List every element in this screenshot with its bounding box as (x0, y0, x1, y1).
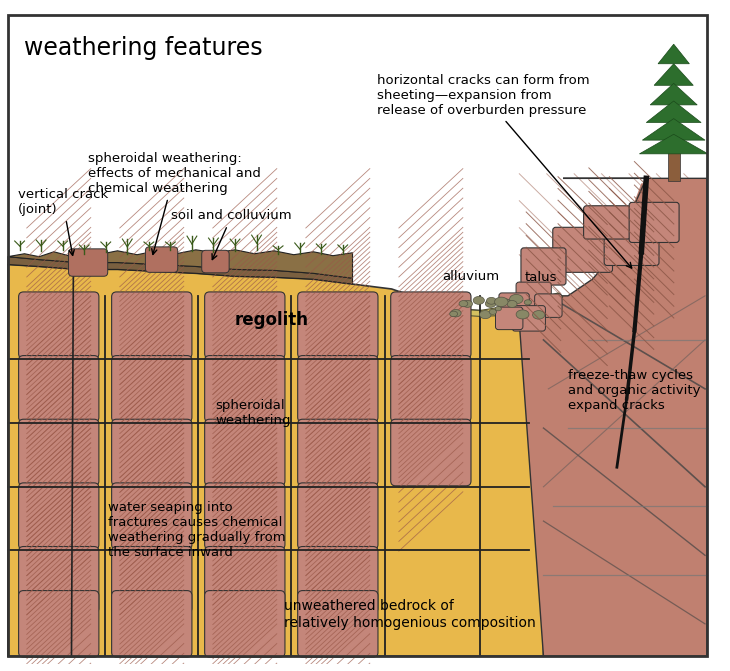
FancyBboxPatch shape (204, 292, 285, 358)
FancyBboxPatch shape (298, 590, 378, 657)
FancyBboxPatch shape (668, 144, 680, 181)
FancyBboxPatch shape (583, 206, 631, 239)
Text: soil and colluvium: soil and colluvium (172, 209, 292, 260)
Ellipse shape (450, 311, 458, 317)
FancyBboxPatch shape (204, 546, 285, 613)
Text: water seaping into
fractures causes chemical
weathering gradually from
the surfa: water seaping into fractures causes chem… (108, 501, 285, 560)
FancyBboxPatch shape (145, 247, 177, 272)
Polygon shape (426, 293, 563, 317)
FancyBboxPatch shape (534, 294, 562, 317)
FancyBboxPatch shape (512, 305, 545, 331)
Text: alluvium: alluvium (442, 270, 500, 283)
Ellipse shape (459, 301, 468, 307)
Ellipse shape (524, 300, 531, 305)
Text: spheroidal weathering:
effects of mechanical and
chemical weathering: spheroidal weathering: effects of mechan… (88, 152, 261, 254)
Ellipse shape (495, 307, 502, 311)
Polygon shape (642, 119, 705, 140)
Polygon shape (639, 134, 708, 154)
Polygon shape (8, 15, 707, 311)
Polygon shape (658, 44, 689, 64)
FancyBboxPatch shape (391, 292, 471, 358)
FancyBboxPatch shape (391, 356, 471, 422)
Polygon shape (8, 264, 543, 656)
FancyBboxPatch shape (18, 292, 99, 358)
FancyBboxPatch shape (298, 292, 378, 358)
FancyBboxPatch shape (204, 483, 285, 550)
Polygon shape (654, 64, 694, 85)
FancyBboxPatch shape (204, 356, 285, 422)
FancyBboxPatch shape (496, 307, 523, 329)
FancyBboxPatch shape (604, 222, 659, 266)
FancyBboxPatch shape (204, 419, 285, 486)
FancyBboxPatch shape (499, 293, 529, 318)
FancyBboxPatch shape (629, 203, 679, 242)
Ellipse shape (473, 297, 485, 305)
FancyBboxPatch shape (18, 419, 99, 486)
Text: talus: talus (525, 271, 558, 284)
Polygon shape (8, 257, 353, 284)
FancyBboxPatch shape (521, 248, 566, 285)
Ellipse shape (463, 301, 472, 307)
FancyBboxPatch shape (112, 419, 192, 486)
FancyBboxPatch shape (112, 590, 192, 657)
FancyBboxPatch shape (204, 590, 285, 657)
Text: spheroidal
weathering: spheroidal weathering (215, 399, 291, 427)
FancyBboxPatch shape (201, 250, 229, 273)
Ellipse shape (494, 297, 508, 307)
Ellipse shape (504, 299, 510, 304)
Text: horizontal cracks can form from
sheeting—expansion from
release of overburden pr: horizontal cracks can form from sheeting… (377, 74, 631, 268)
Text: freeze-thaw cycles
and organic activity
expand cracks: freeze-thaw cycles and organic activity … (568, 369, 701, 412)
Text: vertical crack
(joint): vertical crack (joint) (18, 188, 108, 256)
Ellipse shape (510, 295, 523, 304)
Polygon shape (650, 83, 697, 105)
FancyBboxPatch shape (298, 419, 378, 486)
FancyBboxPatch shape (112, 483, 192, 550)
FancyBboxPatch shape (298, 546, 378, 613)
Polygon shape (646, 101, 701, 123)
Ellipse shape (516, 310, 529, 319)
FancyBboxPatch shape (553, 227, 612, 272)
Ellipse shape (502, 299, 510, 304)
Ellipse shape (507, 301, 517, 307)
FancyBboxPatch shape (391, 419, 471, 486)
Text: weathering features: weathering features (25, 36, 263, 60)
FancyBboxPatch shape (112, 356, 192, 422)
FancyBboxPatch shape (516, 282, 551, 309)
FancyBboxPatch shape (112, 546, 192, 613)
Polygon shape (8, 250, 353, 278)
Ellipse shape (485, 300, 496, 307)
Ellipse shape (486, 297, 496, 304)
FancyBboxPatch shape (69, 249, 108, 276)
FancyBboxPatch shape (18, 590, 99, 657)
FancyBboxPatch shape (112, 292, 192, 358)
Ellipse shape (480, 311, 491, 319)
Ellipse shape (489, 309, 496, 315)
Polygon shape (519, 178, 707, 656)
FancyBboxPatch shape (18, 356, 99, 422)
Polygon shape (8, 15, 707, 656)
FancyBboxPatch shape (18, 546, 99, 613)
Ellipse shape (450, 309, 461, 317)
FancyBboxPatch shape (18, 483, 99, 550)
FancyBboxPatch shape (298, 356, 378, 422)
Ellipse shape (533, 311, 545, 319)
FancyBboxPatch shape (298, 483, 378, 550)
Text: unweathered bedrock of
relatively homogenious composition: unweathered bedrock of relatively homoge… (284, 599, 536, 629)
Text: regolith: regolith (235, 311, 309, 329)
